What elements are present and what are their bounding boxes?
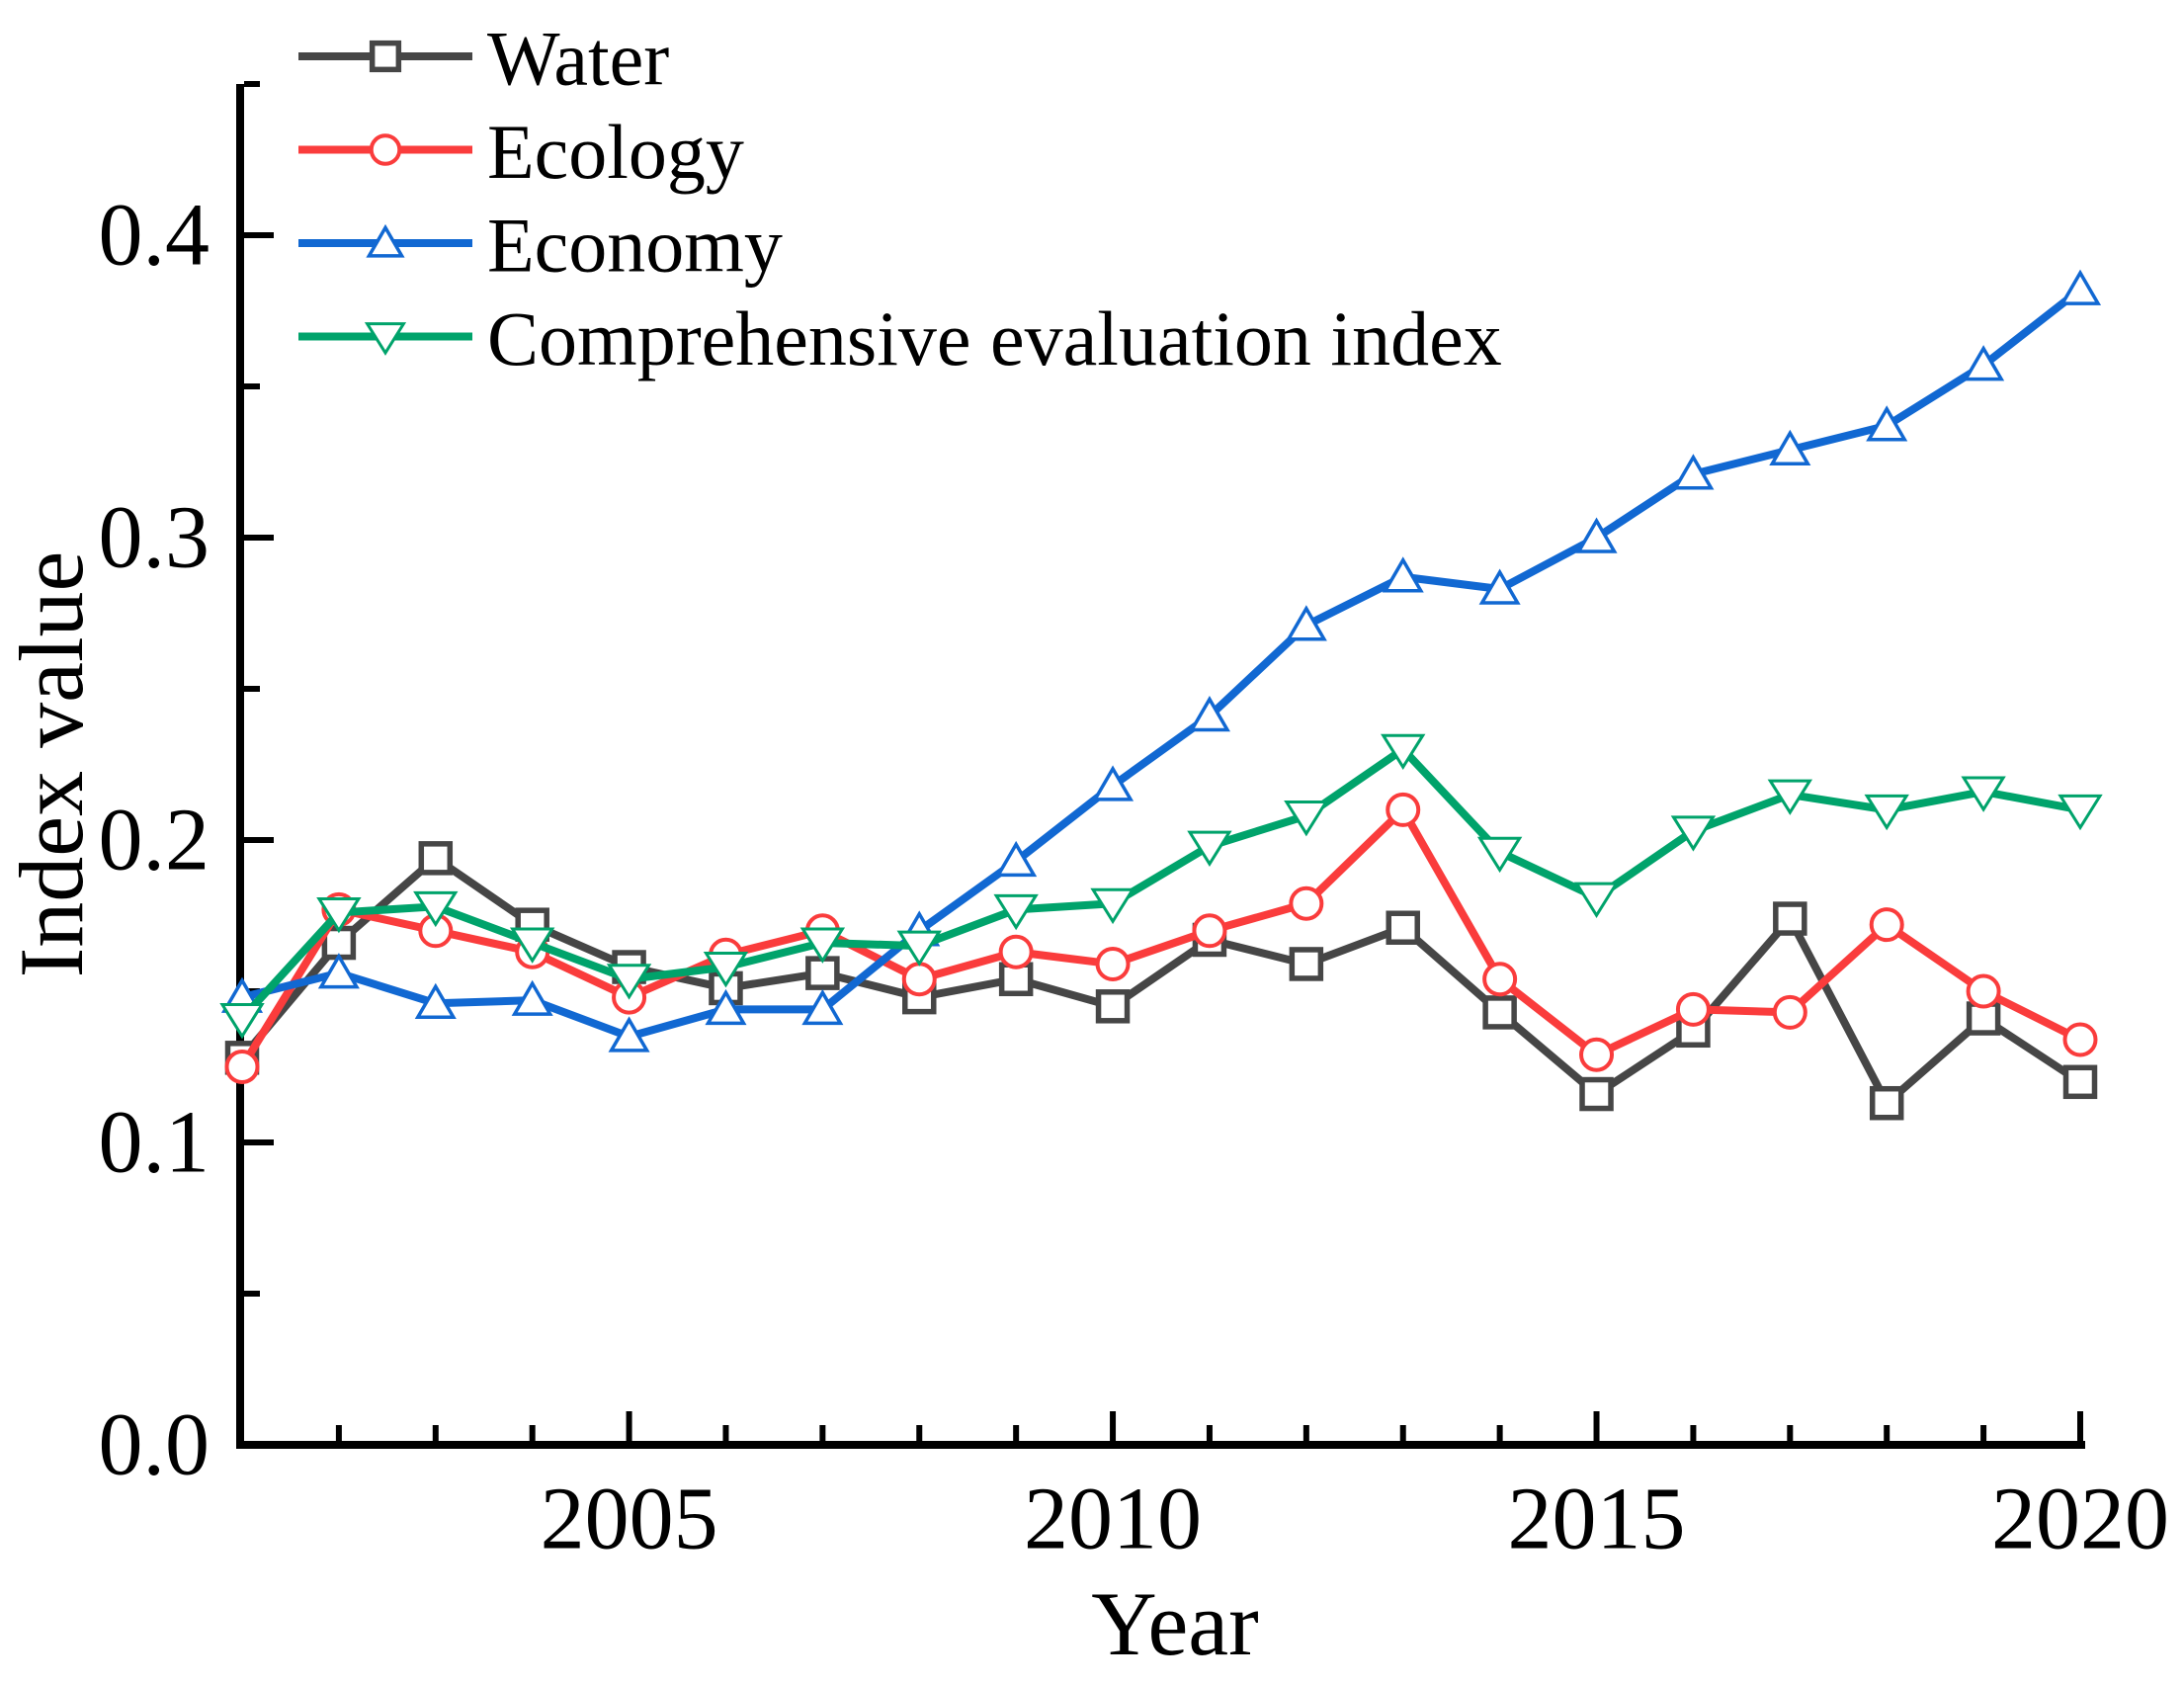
marker-economy-2007 <box>801 988 844 1026</box>
marker-economy-2005 <box>608 1016 650 1053</box>
legend-label: Comprehensive evaluation index <box>487 295 1502 381</box>
legend-label: Economy <box>487 203 783 289</box>
x-tick-label: 2015 <box>1508 1471 1686 1568</box>
marker-ecology-2014 <box>1482 962 1518 997</box>
marker-comprehensive-2011 <box>1187 830 1232 867</box>
marker-ecology-2017 <box>1772 994 1807 1030</box>
marker-water-2017 <box>1773 901 1807 936</box>
y-tick-label: 0.1 <box>99 1094 210 1192</box>
marker-water-2015 <box>1579 1076 1614 1112</box>
marker-ecology-2020 <box>2062 1022 2098 1057</box>
marker-comprehensive-2017 <box>1767 779 1813 815</box>
ticks <box>244 81 2083 1448</box>
legend-item-ecology: Ecology <box>298 109 744 195</box>
legend-item-comprehensive: Comprehensive evaluation index <box>298 295 1502 381</box>
series-line-economy <box>238 286 2084 1041</box>
x-tick-label: 2005 <box>541 1471 718 1568</box>
marker-comprehensive-2014 <box>1476 836 1523 874</box>
marker-water-2014 <box>1482 995 1517 1030</box>
marker-economy-2018 <box>1866 405 1908 442</box>
legend-label: Water <box>487 16 669 102</box>
marker-ecology-2011 <box>1192 913 1227 949</box>
marker-comprehensive-2016 <box>1670 815 1717 852</box>
marker-economy-2016 <box>1672 454 1715 490</box>
marker-water-2013 <box>1386 910 1420 945</box>
marker-water-2012 <box>1289 947 1324 981</box>
marker-comprehensive-2019 <box>1961 776 2006 812</box>
x-axis-title: Year <box>1091 1573 1259 1674</box>
marker-ecology-2009 <box>998 934 1034 969</box>
marker-comprehensive-2007 <box>799 927 846 964</box>
y-tick-label: 0.2 <box>99 792 210 889</box>
marker-economy-2020 <box>2058 269 2102 305</box>
marker-comprehensive-2008 <box>896 930 942 967</box>
series-comprehensive <box>219 733 2103 1040</box>
legend-triangle-down-icon <box>364 322 407 356</box>
marker-comprehensive-2009 <box>993 893 1039 931</box>
marker-ecology-2010 <box>1095 946 1131 981</box>
marker-comprehensive-2012 <box>1284 800 1329 837</box>
marker-economy-2003 <box>414 982 457 1019</box>
marker-comprehensive-2020 <box>2058 794 2103 831</box>
y-tick-label: 0.4 <box>99 187 210 285</box>
y-tick-label: 0.3 <box>99 489 210 587</box>
marker-ecology-2008 <box>901 962 937 997</box>
marker-water-2010 <box>1095 989 1131 1024</box>
x-tick-label: 2020 <box>1991 1471 2169 1568</box>
marker-water-2020 <box>2062 1064 2098 1100</box>
marker-comprehensive-2005 <box>606 964 652 1000</box>
marker-economy-2014 <box>1478 568 1521 605</box>
legend-label: Ecology <box>487 109 744 195</box>
marker-ecology-2016 <box>1675 991 1711 1027</box>
marker-ecology-2019 <box>1966 973 2001 1009</box>
marker-economy-2013 <box>1382 556 1424 593</box>
series-economy <box>220 269 2102 1053</box>
axes <box>236 84 2085 1449</box>
marker-water-2003 <box>418 841 454 876</box>
marker-ecology-2013 <box>1386 792 1421 827</box>
marker-economy-2002 <box>317 953 360 989</box>
marker-comprehensive-2013 <box>1381 733 1426 771</box>
marker-comprehensive-2002 <box>316 896 362 934</box>
marker-ecology-2018 <box>1869 907 1904 943</box>
legend-item-economy: Economy <box>298 203 783 289</box>
marker-comprehensive-2003 <box>413 890 459 928</box>
marker-comprehensive-2004 <box>509 927 555 964</box>
y-axis-title: Index value <box>1 551 102 978</box>
marker-economy-2004 <box>511 979 553 1016</box>
legend-triangle-up-icon <box>366 223 405 258</box>
legend-item-water: Water <box>298 16 669 102</box>
series-line-comprehensive <box>238 745 2084 1023</box>
legend-square-icon <box>369 40 402 73</box>
y-tick-label: 0.0 <box>99 1396 210 1494</box>
marker-economy-2012 <box>1285 605 1327 641</box>
series-ecology <box>224 792 2098 1084</box>
marker-comprehensive-2001 <box>219 1003 265 1040</box>
legend-circle-icon <box>369 133 402 166</box>
marker-economy-2011 <box>1188 696 1230 732</box>
marker-ecology-2012 <box>1289 885 1324 921</box>
marker-economy-2017 <box>1769 429 1811 466</box>
tick-labels: 0.0 0.1 0.2 0.3 0.4 2005 2010 2015 2020 <box>99 187 2170 1568</box>
marker-ecology-2015 <box>1579 1037 1615 1072</box>
marker-comprehensive-2010 <box>1090 887 1135 925</box>
marker-ecology-2001 <box>224 1050 260 1084</box>
marker-economy-2009 <box>995 840 1038 878</box>
marker-comprehensive-2006 <box>703 952 749 988</box>
marker-economy-2010 <box>1092 765 1134 801</box>
marker-water-2018 <box>1869 1085 1904 1121</box>
marker-economy-2015 <box>1575 517 1618 553</box>
marker-economy-2006 <box>705 988 747 1026</box>
x-tick-label: 2010 <box>1024 1471 1202 1568</box>
marker-comprehensive-2015 <box>1573 882 1620 918</box>
marker-comprehensive-2018 <box>1864 794 1909 831</box>
marker-water-2002 <box>321 925 357 961</box>
marker-economy-2019 <box>1963 345 2005 381</box>
